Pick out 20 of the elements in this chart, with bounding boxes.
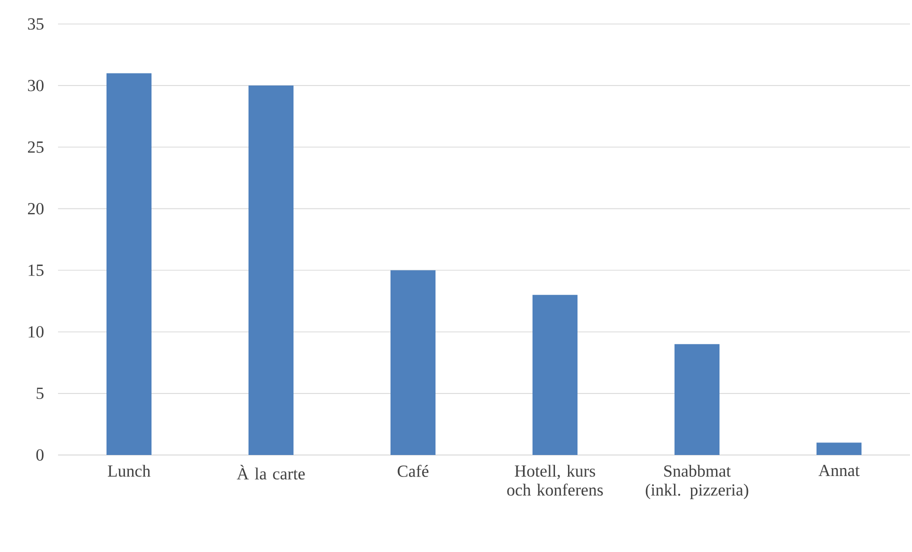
x-tick-label: Annat <box>818 464 860 476</box>
y-tick-label: 20 <box>28 202 44 214</box>
bar <box>532 294 578 455</box>
y-tick-label: 10 <box>28 326 44 338</box>
bar <box>816 442 862 455</box>
x-tick-label: Hotell, kurs och konferens <box>507 464 603 496</box>
y-tick-label: 15 <box>28 264 44 276</box>
x-tick-label: Lunch <box>108 464 150 477</box>
x-tick-label: Snabbmat (inkl. pizzeria) <box>646 464 748 500</box>
y-tick-label: 0 <box>36 449 44 461</box>
bar <box>106 73 152 455</box>
y-tick-label: 5 <box>36 388 44 400</box>
bar <box>390 270 436 455</box>
x-tick-label: Café <box>398 464 428 477</box>
y-tick-label: 30 <box>28 80 44 92</box>
x-tick-label: À la carte <box>236 464 305 480</box>
bar <box>248 86 294 455</box>
y-tick-label: 35 <box>28 18 44 30</box>
y-tick-label: 25 <box>28 141 44 153</box>
bar <box>674 344 720 455</box>
